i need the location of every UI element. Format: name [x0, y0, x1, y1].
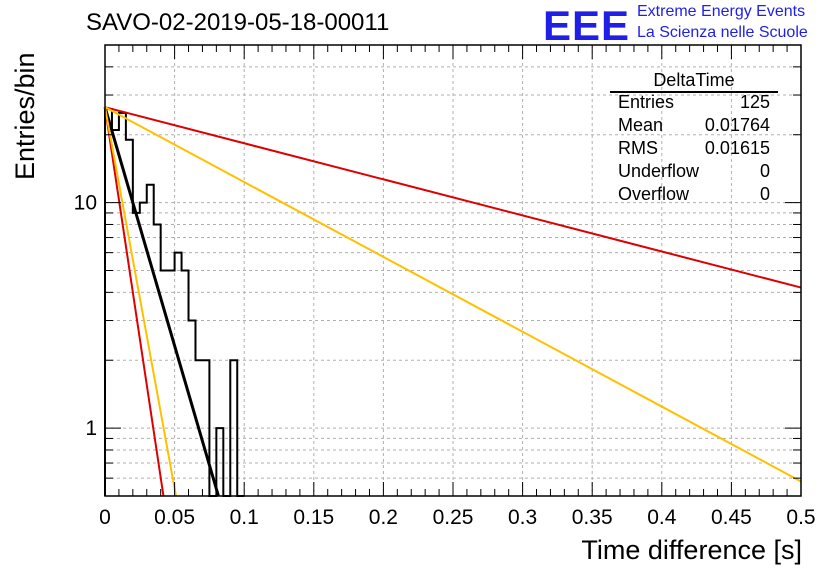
stats-value: 0.01615: [704, 138, 770, 158]
x-tick-label: 0.05: [154, 506, 195, 529]
stats-title: DeltaTime: [653, 70, 735, 90]
x-tick-label: 0.15: [293, 506, 334, 529]
x-tick-label: 0.45: [711, 506, 752, 529]
fit-curve-0: [103, 106, 220, 497]
y-tick-label: 10: [74, 192, 97, 215]
chart-title: SAVO-02-2019-05-18-00011: [86, 9, 390, 36]
x-tick-label: 0.25: [433, 506, 474, 529]
stats-value: 125: [739, 92, 770, 112]
stats-divider: [610, 91, 778, 93]
stats-value: 0: [759, 184, 770, 204]
stats-value: 0.01764: [704, 115, 770, 135]
x-tick-label: 0.2: [369, 506, 398, 529]
fit-curve-2: [104, 107, 165, 497]
logo-text-line-1: Extreme Energy Events: [637, 3, 806, 20]
stats-box: DeltaTime Entries 125 Mean 0.01764 RMS 0…: [610, 70, 778, 210]
x-tick-label: 0.5: [786, 506, 815, 529]
x-tick-label: 0.1: [230, 506, 259, 529]
fit-curve-3: [104, 106, 802, 483]
stats-value: 0: [759, 161, 770, 181]
x-tick-label: 0.3: [508, 506, 537, 529]
eee-logo: EEE: [543, 2, 631, 49]
x-tick-label: 0.4: [647, 506, 677, 529]
logo-text-line-2: La Scienza nelle Scuole: [637, 24, 808, 41]
x-tick-label: 0.35: [572, 506, 613, 529]
stats-key: Entries: [618, 92, 675, 112]
y-tick-label: 1: [85, 417, 97, 440]
stats-key: RMS: [618, 138, 658, 158]
histogram-outline: [104, 108, 245, 497]
fit-curve-4: [104, 106, 177, 497]
stats-key: Overflow: [618, 184, 690, 204]
fit-curve-1: [104, 106, 802, 289]
stats-key: Mean: [618, 115, 664, 135]
x-tick-label: 0: [99, 506, 111, 529]
x-axis-label: Time difference [s]: [581, 535, 802, 565]
stats-key: Underflow: [618, 161, 700, 181]
y-axis-label: Entries/bin: [10, 52, 40, 180]
